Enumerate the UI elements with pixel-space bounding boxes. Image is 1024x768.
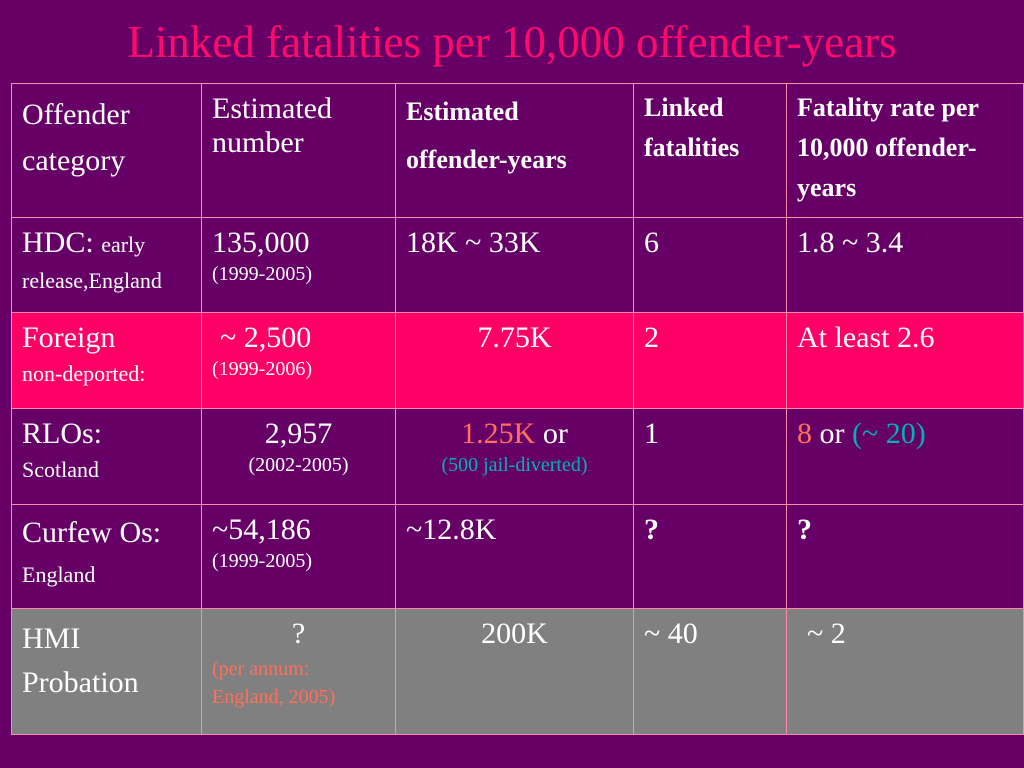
cell-offender-years: ~12.8K (395, 503, 634, 610)
number-value: 135,000 (212, 225, 310, 259)
category-sub: non-deported: (22, 361, 146, 387)
header-row: Offender category Estimated number Estim… (11, 83, 1024, 218)
category-sub: England (22, 561, 96, 587)
number-value: 2,957 (264, 416, 333, 450)
offender-years-note: (500 jail-diverted) (441, 453, 588, 476)
cell-number: ? (per annum: England, 2005) (201, 608, 396, 735)
header-estimated-number: Estimated number (201, 83, 396, 218)
number-note: (1999-2005) (212, 262, 312, 285)
table-row-foreign: Foreign non-deported: ~ 2,500 (1999-2006… (11, 312, 1024, 409)
cell-rate: 1.8 ~ 3.4 (786, 216, 1024, 314)
header-offender-category: Offender category (11, 83, 202, 218)
category-main: RLOs: (22, 416, 103, 450)
cell-category: Foreign non-deported: (11, 312, 202, 409)
cell-offender-years: 200K (395, 608, 634, 735)
cell-offender-years: 18K ~ 33K (395, 216, 634, 314)
cell-category: RLOs: Scotland (11, 407, 202, 505)
cell-rate: ~ 2 (786, 608, 1024, 735)
category-sub: early release,England (22, 231, 162, 293)
cell-fatalities: 6 (633, 216, 787, 314)
header-offender-years-line2: offender-years (406, 145, 567, 174)
cell-category: HDC: early release,England (11, 216, 202, 314)
header-offender-years-line1: Estimated (406, 97, 519, 126)
header-offender-line1: Offender (22, 98, 130, 131)
cell-category: HMI Probation (11, 608, 202, 735)
number-value: ? (291, 617, 306, 651)
category-main: Foreign (22, 321, 116, 355)
header-linked-fatalities: Linked fatalities (633, 83, 787, 218)
cell-category: Curfew Os: England (11, 503, 202, 610)
number-value: ~ 2,500 (220, 321, 312, 355)
page-title: Linked fatalities per 10,000 offender-ye… (127, 17, 897, 67)
cell-number: ~ 2,500 (1999-2006) (201, 312, 396, 409)
cell-offender-years: 1.25K or (500 jail-diverted) (395, 407, 634, 505)
cell-fatalities: 2 (633, 312, 787, 409)
cell-offender-years: 7.75K (395, 312, 634, 409)
category-main: HDC: (22, 225, 94, 259)
number-note: (1999-2006) (212, 358, 312, 381)
table-row-rlos: RLOs: Scotland 2,957 (2002-2005) 1.25K o… (11, 407, 1024, 505)
number-note: (per annum: England, 2005) (212, 658, 336, 709)
category-main: HMI Probation (22, 622, 139, 700)
number-value: ~54,186 (212, 512, 311, 546)
rate-alt: (~ 20) (852, 416, 926, 450)
cell-rate: 8 or (~ 20) (786, 407, 1024, 505)
offender-years-value: 1.25K (461, 416, 536, 450)
header-linked-fatalities-label: Linked fatalities (644, 93, 740, 162)
category-sub: Scotland (22, 456, 99, 482)
header-fatality-rate-label: Fatality rate per 10,000 offender-years (797, 93, 979, 202)
cell-number: ~54,186 (1999-2005) (201, 503, 396, 610)
cell-number: 2,957 (2002-2005) (201, 407, 396, 505)
table-row-curfew: Curfew Os: England ~54,186 (1999-2005) ~… (11, 503, 1024, 610)
category-main: Curfew Os: (22, 515, 162, 549)
header-offender-years: Estimated offender-years (395, 83, 634, 218)
header-estimated-number-label: Estimated number (212, 92, 332, 159)
header-offender-line2: category (22, 144, 126, 177)
cell-number: 135,000 (1999-2005) (201, 216, 396, 314)
number-note: (2002-2005) (248, 453, 349, 476)
table-row-hmi: HMI Probation ? (per annum: England, 200… (11, 608, 1024, 735)
cell-rate: ? (786, 503, 1024, 610)
cell-fatalities: ? (633, 503, 787, 610)
number-note: (1999-2005) (212, 549, 312, 572)
rate-or: or (819, 416, 845, 450)
fatalities-table: Offender category Estimated number Estim… (11, 83, 1024, 735)
cell-fatalities: 1 (633, 407, 787, 505)
table-row-hdc: HDC: early release,England 135,000 (1999… (11, 216, 1024, 314)
cell-fatalities: ~ 40 (633, 608, 787, 735)
header-fatality-rate: Fatality rate per 10,000 offender-years (786, 83, 1024, 218)
rate-value: 8 (797, 416, 812, 450)
cell-rate: At least 2.6 (786, 312, 1024, 409)
offender-years-or: or (542, 416, 568, 450)
